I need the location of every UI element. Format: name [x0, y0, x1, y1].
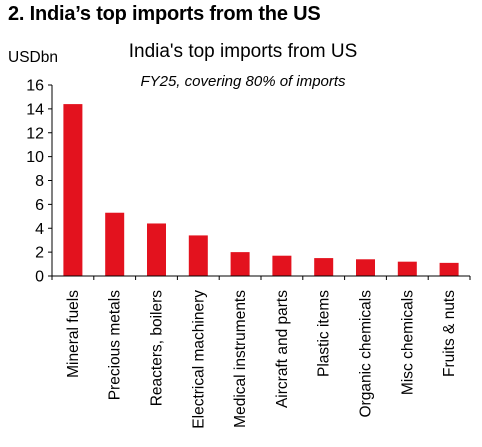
x-category-label: Reacters, boilers — [149, 290, 166, 407]
y-tick-label: 2 — [35, 245, 44, 262]
x-category-label: Electrical machinery — [190, 290, 207, 429]
bar — [439, 262, 459, 276]
bar — [147, 223, 166, 276]
bar — [63, 104, 83, 276]
bar — [230, 252, 250, 276]
bar — [105, 212, 125, 276]
y-tick-label: 10 — [26, 149, 44, 166]
bar — [356, 259, 375, 276]
y-axis-unit-label: USDbn — [8, 49, 58, 66]
y-tick-label: 16 — [26, 78, 44, 95]
chart-subtitle: FY25, covering 80% of imports — [140, 73, 346, 90]
bar — [397, 261, 417, 276]
figure-header: 2. India’s top imports from the US — [8, 3, 321, 25]
x-category-label: Precious metals — [107, 290, 124, 401]
bar — [272, 255, 292, 276]
y-tick-label: 4 — [35, 221, 44, 238]
x-category-label: Aircraft and parts — [274, 290, 291, 408]
x-category-label: Mineral fuels — [65, 290, 82, 378]
x-category-label: Organic chemicals — [358, 290, 375, 418]
x-category-label: Plastic items — [316, 290, 333, 377]
chart-title: India's top imports from US — [128, 41, 358, 62]
x-category-label: Fruits & nuts — [441, 290, 458, 377]
y-tick-label: 12 — [26, 125, 44, 142]
bar — [188, 235, 208, 276]
x-category-label: Medical instruments — [232, 290, 249, 428]
y-tick-label: 8 — [35, 173, 44, 190]
y-tick-label: 6 — [35, 197, 44, 214]
y-tick-label: 14 — [26, 101, 44, 118]
x-category-label: Misc chemicals — [399, 290, 416, 395]
y-tick-label: 0 — [35, 269, 44, 286]
bar — [314, 258, 334, 276]
